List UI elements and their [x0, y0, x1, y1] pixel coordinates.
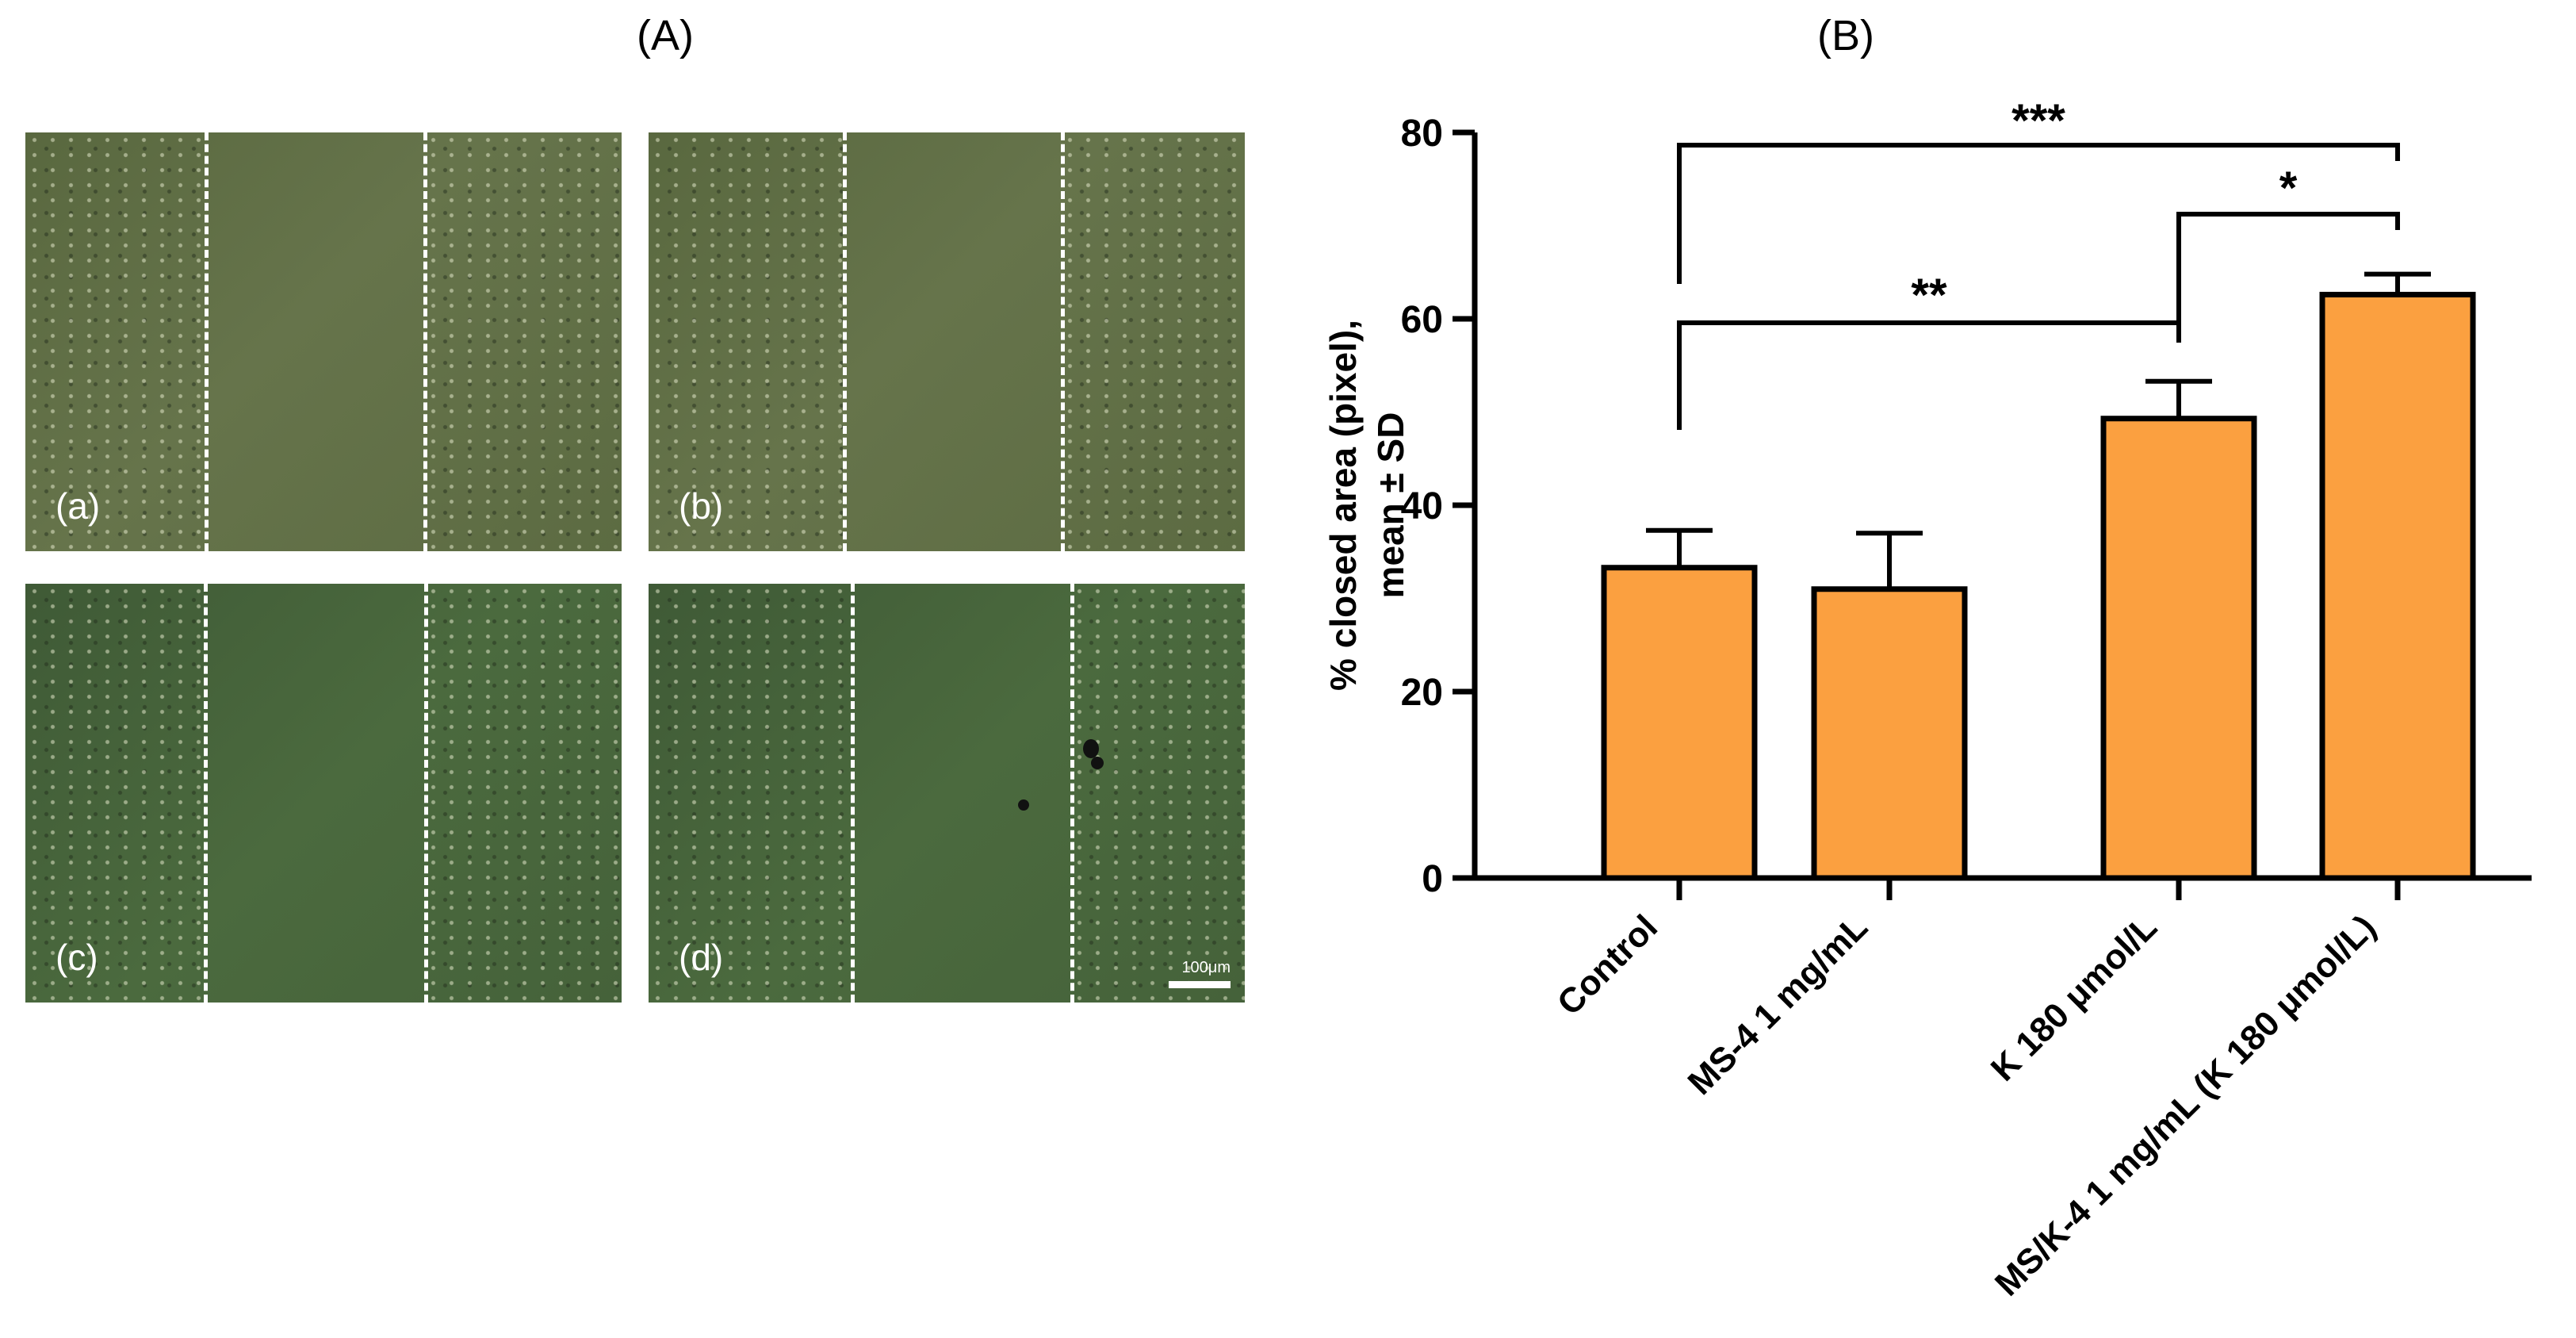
debris-particle	[1083, 739, 1099, 758]
micrograph-c: (c)	[25, 584, 622, 1003]
bar	[2319, 291, 2476, 881]
bar	[1601, 565, 1758, 881]
scale-bar-label: 100μm	[1181, 959, 1231, 976]
y-tick-label: 0	[1422, 858, 1443, 900]
bar	[2100, 416, 2257, 881]
significance-label: **	[1911, 270, 1947, 321]
y-axis-label: % closed area (pixel), mean ± SD	[1322, 320, 1411, 691]
y-tick-label: 40	[1401, 485, 1443, 527]
x-tick-label: MS-4 1 mg/mL	[1681, 907, 1876, 1102]
panel-b-title: (B)	[1817, 12, 1874, 59]
bar	[1811, 586, 1968, 881]
micrograph-b: (b)	[649, 132, 1245, 551]
micrograph-d-label: (d)	[679, 937, 724, 978]
x-tick-label: Control	[1550, 907, 1665, 1022]
x-tick-label: K 180 μmol/L	[1984, 907, 2165, 1088]
micrograph-c-label: (c)	[56, 937, 98, 978]
y-axis-label-line1: % closed area (pixel),	[1322, 320, 1364, 691]
debris-particle	[1091, 757, 1104, 769]
debris-particle	[1018, 799, 1029, 811]
panel-a-title: (A)	[637, 12, 694, 59]
significance-label: *	[2279, 163, 2298, 214]
y-tick-label: 60	[1401, 299, 1443, 341]
y-tick-label: 80	[1401, 113, 1443, 155]
scale-bar	[1169, 981, 1231, 988]
significance-label: ***	[2011, 95, 2065, 147]
significance-bracket	[1677, 143, 2400, 284]
y-tick-label: 20	[1401, 672, 1443, 714]
micrograph-d: (d) 100μm	[649, 584, 1245, 1003]
x-tick-label: MS/K-4 1 mg/mL (K 180 μmol/L)	[1988, 907, 2383, 1303]
micrograph-a-label: (a)	[56, 485, 101, 527]
micrograph-b-label: (b)	[679, 485, 724, 527]
y-axis-label-line2: mean ± SD	[1370, 412, 1411, 599]
significance-bracket	[2176, 212, 2400, 329]
micrograph-a: (a)	[25, 132, 622, 551]
significance-bracket	[1677, 320, 2181, 430]
